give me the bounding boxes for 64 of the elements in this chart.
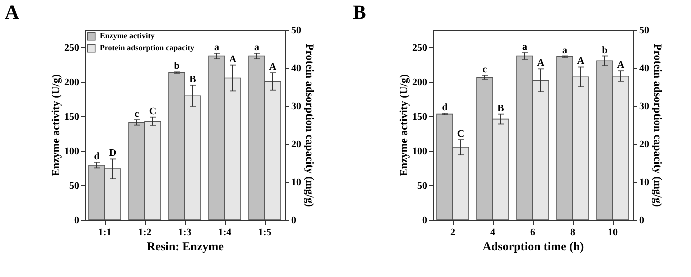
data-label: B	[190, 74, 197, 86]
y-tick-label: 150	[412, 112, 428, 123]
data-label: d	[442, 102, 448, 114]
x-tick-label: 4	[490, 228, 496, 238]
x-tick-label: 2	[450, 228, 456, 238]
y-tick-label: 50	[418, 180, 428, 192]
y2-tick-label: 20	[640, 140, 650, 150]
y-tick-label: 200	[412, 77, 428, 88]
y2-tick-label: 30	[640, 102, 650, 112]
x-tick-label: 6	[530, 228, 536, 238]
y-axis-title: Enzyme activity (U/g)	[398, 74, 410, 177]
data-label: a	[562, 45, 568, 56]
data-label: A	[537, 58, 546, 70]
chart-title: A	[5, 2, 20, 24]
y2-tick-label: 40	[640, 64, 650, 74]
y2-tick-label: 0	[640, 216, 644, 226]
data-label: c	[482, 64, 488, 76]
y2-tick-label: 30	[292, 102, 302, 112]
y-tick-label: 50	[70, 180, 80, 192]
data-label: B	[498, 103, 505, 114]
y-tick-label: 250	[64, 42, 80, 54]
y-tick-label: 100	[412, 146, 428, 158]
chart-title: B	[353, 2, 366, 24]
y-tick-label: 0	[74, 216, 80, 226]
data-label: b	[602, 45, 608, 56]
y-tick-label: 200	[64, 77, 80, 88]
y2-tick-label: 10	[292, 178, 302, 188]
y2-tick-label: 50	[640, 26, 650, 36]
x-tick-label: 1:5	[258, 228, 272, 238]
data-label: A	[617, 60, 626, 72]
y-tick-label: 250	[412, 42, 428, 54]
y2-tick-label: 10	[640, 178, 650, 188]
y2-tick-label: 40	[292, 64, 302, 74]
data-label: C	[457, 128, 465, 140]
data-label: A	[577, 56, 586, 68]
y-tick-label: 100	[64, 146, 80, 158]
y2-axis-title: Protein adsorption capacity (mg/g)	[652, 44, 664, 208]
y-tick-label: 150	[64, 112, 80, 123]
x-tick-label: 8	[570, 228, 576, 238]
data-label: D	[109, 148, 117, 160]
data-label: a	[522, 42, 528, 53]
data-label: d	[94, 152, 100, 163]
x-tick-label: 10	[608, 228, 618, 238]
y2-tick-label: 20	[292, 140, 302, 150]
x-axis-title: Resin: Enzyme	[147, 240, 225, 254]
x-axis-title: Adsorption time (h)	[482, 240, 584, 254]
legend-label: Enzyme activity	[100, 32, 155, 40]
data-label: a	[214, 42, 220, 54]
x-tick-label: 1:1	[98, 228, 112, 238]
legend-label: Protein adsorption capacity	[100, 44, 195, 52]
data-label: c	[134, 108, 140, 120]
y2-tick-label: 50	[292, 26, 302, 36]
x-tick-label: 1:2	[138, 228, 152, 238]
x-tick-label: 1:4	[218, 228, 232, 238]
y2-axis-title: Protein adsorption capacity (mg/g)	[304, 44, 316, 208]
data-label: a	[254, 42, 260, 54]
data-label: b	[174, 61, 180, 72]
y-axis-title: Enzyme activity (U/g)	[50, 74, 62, 177]
data-label: C	[149, 106, 157, 118]
y-tick-label: 0	[422, 216, 428, 226]
data-label: A	[229, 54, 238, 66]
y2-tick-label: 0	[292, 216, 296, 226]
x-tick-label: 1:3	[178, 228, 192, 238]
data-label: A	[269, 62, 278, 73]
